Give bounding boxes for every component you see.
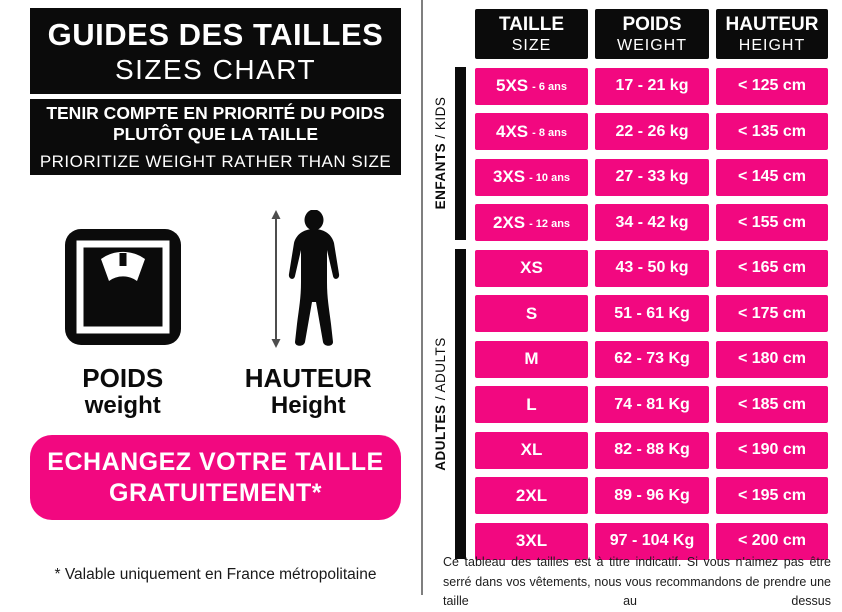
table-cell-height: < 200 cm — [716, 522, 828, 560]
table-cell-size: 5XS - 6 ans — [475, 67, 588, 105]
table-cell-size: 4XS - 8 ans — [475, 113, 588, 150]
notice-banner: TENIR COMPTE EN PRIORITÉ DU POIDS PLUTÔT… — [30, 99, 401, 175]
table-cell-height: < 195 cm — [716, 477, 828, 514]
left-panel: GUIDES DES TAILLES SIZES CHART TENIR COM… — [30, 8, 401, 584]
table-cell-height: < 165 cm — [716, 249, 828, 287]
table-cell-size: XL — [475, 431, 588, 469]
height-label-en: Height — [270, 392, 346, 419]
table-cell-height: < 145 cm — [716, 158, 828, 196]
table-cell-size: S — [475, 295, 588, 332]
table-cell-weight: 51 - 61 Kg — [595, 295, 709, 332]
table-cell-weight: 62 - 73 Kg — [595, 340, 709, 378]
table-cell-height: < 135 cm — [716, 113, 828, 150]
title-banner: GUIDES DES TAILLES SIZES CHART — [30, 8, 401, 94]
exchange-button-line1: ECHANGEZ VOTRE TAILLE — [47, 447, 384, 476]
kids-group-bar — [455, 67, 466, 240]
person-icon — [289, 210, 340, 346]
adults-group-bar — [455, 249, 466, 559]
header-size: TAILLE SIZE — [475, 9, 588, 59]
header-height: HAUTEUR HEIGHT — [716, 9, 828, 59]
table-cell-weight: 34 - 42 kg — [595, 204, 709, 241]
exchange-button-line2: GRATUITEMENT* — [109, 478, 322, 507]
header-weight: POIDS WEIGHT — [595, 9, 709, 59]
size-table: TAILLE SIZE POIDS WEIGHT HAUTEUR HEIGHT … — [475, 9, 828, 560]
notice-en: PRIORITIZE WEIGHT RATHER THAN SIZE — [39, 151, 392, 171]
table-cell-size: 2XS - 12 ans — [475, 204, 588, 241]
table-cell-weight: 97 - 104 Kg — [595, 522, 709, 560]
adults-group-label: ADULTES / ADULTS — [433, 314, 449, 494]
size-guide-infographic: GUIDES DES TAILLES SIZES CHART TENIR COM… — [30, 0, 831, 608]
table-cell-weight: 89 - 96 Kg — [595, 477, 709, 514]
exchange-size-button[interactable]: ECHANGEZ VOTRE TAILLE GRATUITEMENT* — [30, 435, 401, 520]
table-cell-size: 2XL — [475, 477, 588, 514]
notice-fr-line1: TENIR COMPTE EN PRIORITÉ DU POIDS — [46, 102, 385, 123]
notice-fr-line2: PLUTÔT QUE LA TAILLE — [112, 123, 319, 144]
page-subtitle: SIZES CHART — [114, 53, 317, 85]
table-cell-weight: 22 - 26 kg — [595, 113, 709, 150]
table-cell-height: < 180 cm — [716, 340, 828, 378]
vertical-divider — [421, 0, 423, 595]
table-cell-size: 3XL — [475, 522, 588, 560]
weight-label-fr: POIDS — [82, 363, 164, 393]
table-cell-height: < 190 cm — [716, 431, 828, 469]
table-cell-size: M — [475, 340, 588, 378]
adults-label-fr: ADULTES — [433, 404, 448, 471]
table-cell-weight: 17 - 21 kg — [595, 67, 709, 105]
kids-group-label: ENFANTS / KIDS — [433, 63, 449, 243]
kids-label-fr: ENFANTS — [433, 142, 448, 210]
weight-label-en: weight — [84, 392, 161, 419]
page-title: GUIDES DES TAILLES — [47, 16, 384, 52]
table-cell-weight: 74 - 81 Kg — [595, 386, 709, 423]
table-disclaimer: Ce tableau des tailles est à titre indic… — [443, 555, 831, 608]
adults-label-en: / ADULTS — [433, 337, 448, 405]
person-height-icon — [271, 210, 340, 348]
table-cell-height: < 125 cm — [716, 67, 828, 105]
table-cell-height: < 175 cm — [716, 295, 828, 332]
kids-label-en: / KIDS — [433, 96, 448, 143]
table-cell-size: 3XS - 10 ans — [475, 158, 588, 196]
table-cell-weight: 82 - 88 Kg — [595, 431, 709, 469]
table-cell-height: < 185 cm — [716, 386, 828, 423]
table-cell-height: < 155 cm — [716, 204, 828, 241]
scale-icon — [64, 229, 181, 345]
table-cell-weight: 43 - 50 kg — [595, 249, 709, 287]
table-cell-size: XS — [475, 249, 588, 287]
table-cell-weight: 27 - 33 kg — [595, 158, 709, 196]
table-cell-size: L — [475, 386, 588, 423]
height-arrow-icon — [271, 210, 281, 348]
footnote: * Valable uniquement en France métropoli… — [54, 566, 377, 583]
height-figure: HAUTEUR Height — [216, 210, 402, 420]
weight-figure: POIDS weight — [30, 213, 216, 420]
figures-row: POIDS weight — [30, 210, 402, 420]
height-label-fr: HAUTEUR — [244, 363, 372, 393]
